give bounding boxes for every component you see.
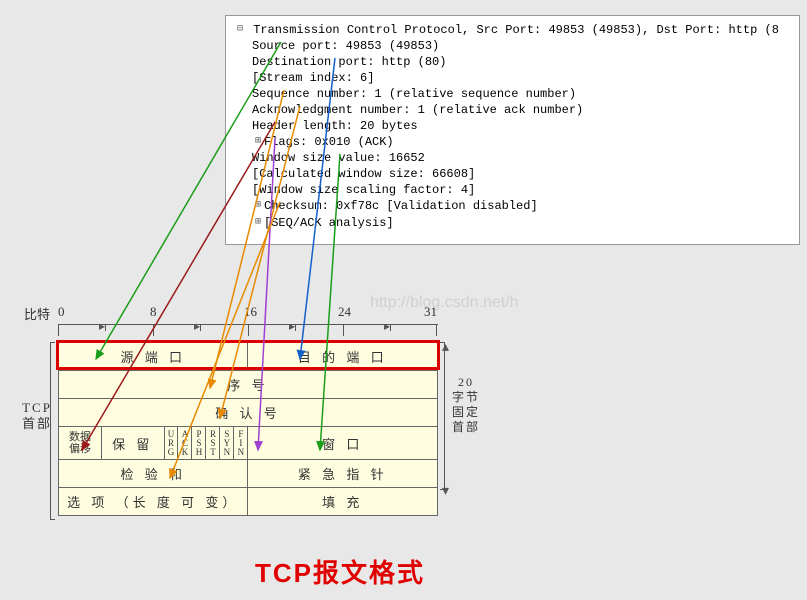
flag-ack: A C K bbox=[178, 427, 192, 460]
diagram-title: TCP报文格式 bbox=[255, 553, 425, 590]
expand-icon[interactable]: ⊞ bbox=[252, 134, 264, 150]
packet-line: [Calculated window size: 66608] bbox=[234, 166, 791, 182]
right-bracket bbox=[440, 342, 445, 490]
packet-line: Source port: 49853 (49853) bbox=[234, 38, 791, 54]
packet-line-seqack: ⊞[SEQ/ACK analysis] bbox=[234, 215, 791, 231]
packet-line: Acknowledgment number: 1 (relative ack n… bbox=[234, 102, 791, 118]
flag-syn: S Y N bbox=[220, 427, 234, 460]
flag-rst: R S T bbox=[206, 427, 220, 460]
expand-icon[interactable]: ⊞ bbox=[252, 215, 264, 231]
ruler-tick-label: 8 bbox=[150, 304, 157, 320]
field-source-port: 源 端 口 bbox=[59, 343, 248, 371]
left-bracket-label: TCP 首部 bbox=[22, 400, 52, 432]
arrow-right-icon: ▸ bbox=[289, 319, 295, 333]
field-data-offset: 数据 偏移 bbox=[59, 427, 102, 460]
ruler-tick-label: 16 bbox=[244, 304, 257, 320]
arrow-up-icon: ▴ bbox=[442, 338, 449, 355]
collapse-icon[interactable]: ⊟ bbox=[234, 22, 246, 38]
packet-line: Destination port: http (80) bbox=[234, 54, 791, 70]
bit-ruler: 比特 0 8 16 24 31 ▸ ▸ ▸ ▸ bbox=[58, 300, 438, 340]
field-dest-port: 目 的 端 口 bbox=[248, 343, 438, 371]
flag-psh: P S H bbox=[192, 427, 206, 460]
packet-detail-panel: ⊟ Transmission Control Protocol, Src Por… bbox=[225, 15, 800, 245]
field-urgent-ptr: 紧 急 指 针 bbox=[248, 460, 438, 488]
packet-header-line: ⊟ Transmission Control Protocol, Src Por… bbox=[234, 22, 791, 38]
packet-line: Header length: 20 bytes bbox=[234, 118, 791, 134]
tcp-header-table: 源 端 口 目 的 端 口 序 号 确 认 号 数据 偏移 保 留 U R G … bbox=[58, 342, 438, 516]
packet-line: [Window size scaling factor: 4] bbox=[234, 182, 791, 198]
arrow-right-icon: ▸ bbox=[99, 319, 105, 333]
expand-icon[interactable]: ⊞ bbox=[252, 198, 264, 214]
flag-fin: F I N bbox=[234, 427, 248, 460]
ruler-caption: 比特 bbox=[24, 304, 50, 323]
packet-line: [Stream index: 6] bbox=[234, 70, 791, 86]
packet-line-flags: ⊞Flags: 0x010 (ACK) bbox=[234, 134, 791, 150]
left-bracket bbox=[50, 342, 55, 520]
right-bracket-label: 20 字节 固定 首部 bbox=[452, 375, 480, 435]
field-ack: 确 认 号 bbox=[59, 399, 438, 427]
field-padding: 填 充 bbox=[248, 488, 438, 516]
flag-urg: U R G bbox=[164, 427, 178, 460]
field-window: 窗 口 bbox=[248, 427, 438, 460]
field-reserved: 保 留 bbox=[102, 427, 164, 460]
tcp-header-diagram: 比特 0 8 16 24 31 ▸ ▸ ▸ ▸ 源 端 口 目 的 端 口 序 … bbox=[10, 300, 450, 590]
ruler-tick-label: 31 bbox=[424, 304, 437, 320]
ruler-tick-label: 0 bbox=[58, 304, 65, 320]
ruler-tick-label: 24 bbox=[338, 304, 351, 320]
arrow-right-icon: ▸ bbox=[194, 319, 200, 333]
packet-line: Window size value: 16652 bbox=[234, 150, 791, 166]
field-sequence: 序 号 bbox=[59, 371, 438, 399]
field-checksum: 检 验 和 bbox=[59, 460, 248, 488]
field-options: 选 项 （长 度 可 变） bbox=[59, 488, 248, 516]
packet-line-checksum: ⊞Checksum: 0xf78c [Validation disabled] bbox=[234, 198, 791, 214]
arrow-right-icon: ▸ bbox=[384, 319, 390, 333]
arrow-down-icon: ▾ bbox=[442, 482, 449, 499]
packet-header-text: Transmission Control Protocol, Src Port:… bbox=[253, 23, 779, 37]
packet-line: Sequence number: 1 (relative sequence nu… bbox=[234, 86, 791, 102]
